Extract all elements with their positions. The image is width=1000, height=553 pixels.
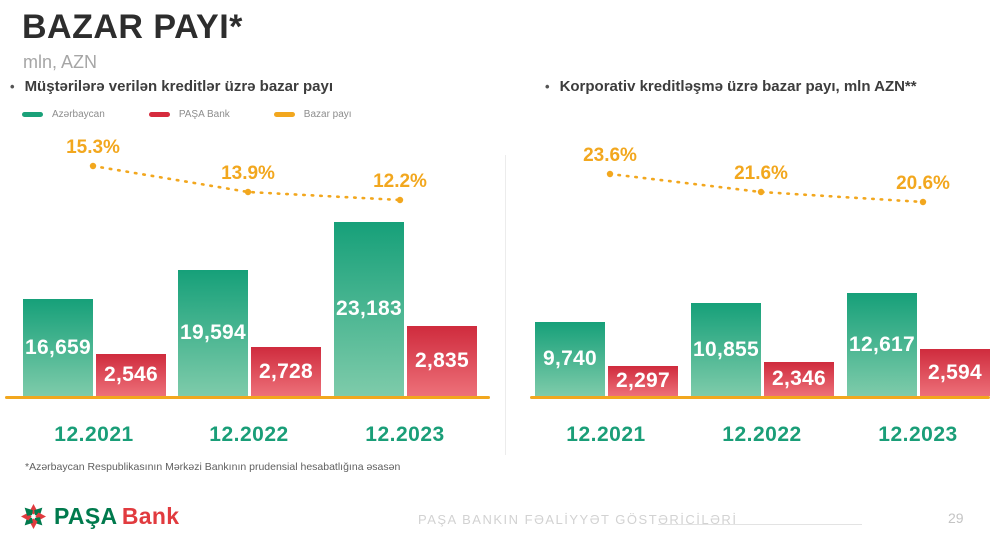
bar-azerbaycan: 19,594	[178, 270, 248, 396]
page-title: BAZAR PAYI*	[22, 8, 243, 46]
bar-azerbaycan: 16,659	[23, 299, 93, 396]
bullet-icon: •	[10, 79, 15, 94]
category-label: 12.2021	[54, 423, 134, 446]
market-share-percent-label: 21.6%	[734, 163, 788, 184]
bar-azerbaycan: 9,740	[535, 322, 605, 396]
bar-value-label: 10,855	[692, 337, 760, 361]
pasha-bank-pinwheel-icon	[21, 504, 46, 529]
legend-swatch-icon	[148, 112, 170, 117]
bar-value-label: 16,659	[24, 335, 92, 359]
bullet-icon: •	[545, 79, 550, 94]
bar-value-label: 2,728	[258, 359, 314, 383]
chart-left: 15.3% 13.9% 12.2% 16,659 2,546 12.2021 19,594 2…	[0, 137, 505, 455]
bar-value-label: 2,835	[414, 349, 470, 372]
category-label: 12.2023	[878, 423, 958, 446]
right-chart-heading-label: Korporativ kreditləşmə üzrə bazar payı, …	[559, 78, 917, 95]
footnote: *Azərbaycan Respublikasının Mərkəzi Bank…	[25, 461, 401, 473]
legend-item-0: Azərbaycan	[22, 109, 105, 120]
bank-logo: PAŞA Bank	[20, 503, 179, 530]
bar-azerbaycan: 23,183	[334, 222, 404, 396]
bar-pasa-bank: 2,594	[920, 349, 990, 396]
bar-value-label: 2,297	[615, 369, 671, 392]
market-share-percent-label: 13.9%	[221, 163, 275, 184]
bar-value-label: 23,183	[335, 297, 403, 320]
bar-value-label: 19,594	[179, 321, 247, 344]
page-number: 29	[948, 510, 964, 526]
legend-label: Azərbaycan	[52, 109, 105, 120]
chart-legend: Azərbaycan PAŞA Bank Bazar payı	[22, 109, 352, 120]
market-share-percent-label: 15.3%	[66, 137, 120, 158]
footer-divider-line	[658, 524, 862, 525]
bar-azerbaycan: 12,617	[847, 293, 917, 396]
category-label: 12.2022	[722, 423, 802, 446]
right-chart-heading: • Korporativ kreditləşmə üzrə bazar payı…	[545, 78, 995, 96]
left-chart-heading: • Müştərilərə verilən kreditlər üzrə baz…	[10, 78, 490, 96]
bar-value-label: 12,617	[848, 332, 916, 356]
category-label: 12.2022	[209, 423, 289, 446]
left-chart-heading-label: Müştərilərə verilən kreditlər üzrə bazar…	[24, 78, 334, 95]
bar-pasa-bank: 2,728	[251, 347, 321, 396]
legend-swatch-icon	[22, 112, 43, 117]
legend-item-2: Bazar payı	[273, 109, 352, 120]
bar-value-label: 9,740	[542, 347, 598, 370]
market-share-dotted-line	[89, 162, 404, 204]
legend-swatch-icon	[273, 112, 295, 117]
legend-item-1: PAŞA Bank	[148, 109, 230, 120]
bar-value-label: 2,594	[927, 360, 983, 384]
bar-value-label: 2,546	[103, 363, 159, 386]
bar-value-label: 2,346	[771, 367, 827, 390]
logo-text-bank: Bank	[121, 503, 180, 529]
market-share-percent-label: 20.6%	[896, 173, 950, 194]
bar-azerbaycan: 10,855	[691, 303, 761, 396]
axis-baseline	[5, 396, 490, 399]
bar-pasa-bank: 2,346	[764, 362, 834, 396]
category-label: 12.2021	[566, 423, 646, 446]
axis-baseline	[530, 396, 990, 399]
market-share-percent-label: 12.2%	[373, 171, 427, 192]
legend-label: Bazar payı	[303, 109, 352, 120]
market-share-percent-label: 23.6%	[583, 145, 637, 166]
chart-divider	[505, 155, 506, 455]
footer-title: PAŞA BANKIN FƏALİYYƏT GÖSTƏRİCİLƏRİ	[418, 512, 738, 527]
chart-right: 23.6% 21.6% 20.6% 9,740 2,297 12.2021 10,855 2,…	[525, 140, 1000, 455]
logo-text-pasa: PAŞA	[54, 503, 118, 529]
bar-pasa-bank: 2,835	[407, 326, 477, 396]
legend-label: PAŞA Bank	[178, 109, 230, 120]
category-label: 12.2023	[365, 423, 445, 446]
page-subtitle: mln, AZN	[23, 52, 98, 72]
bar-pasa-bank: 2,297	[608, 366, 678, 396]
bar-pasa-bank: 2,546	[96, 354, 166, 396]
